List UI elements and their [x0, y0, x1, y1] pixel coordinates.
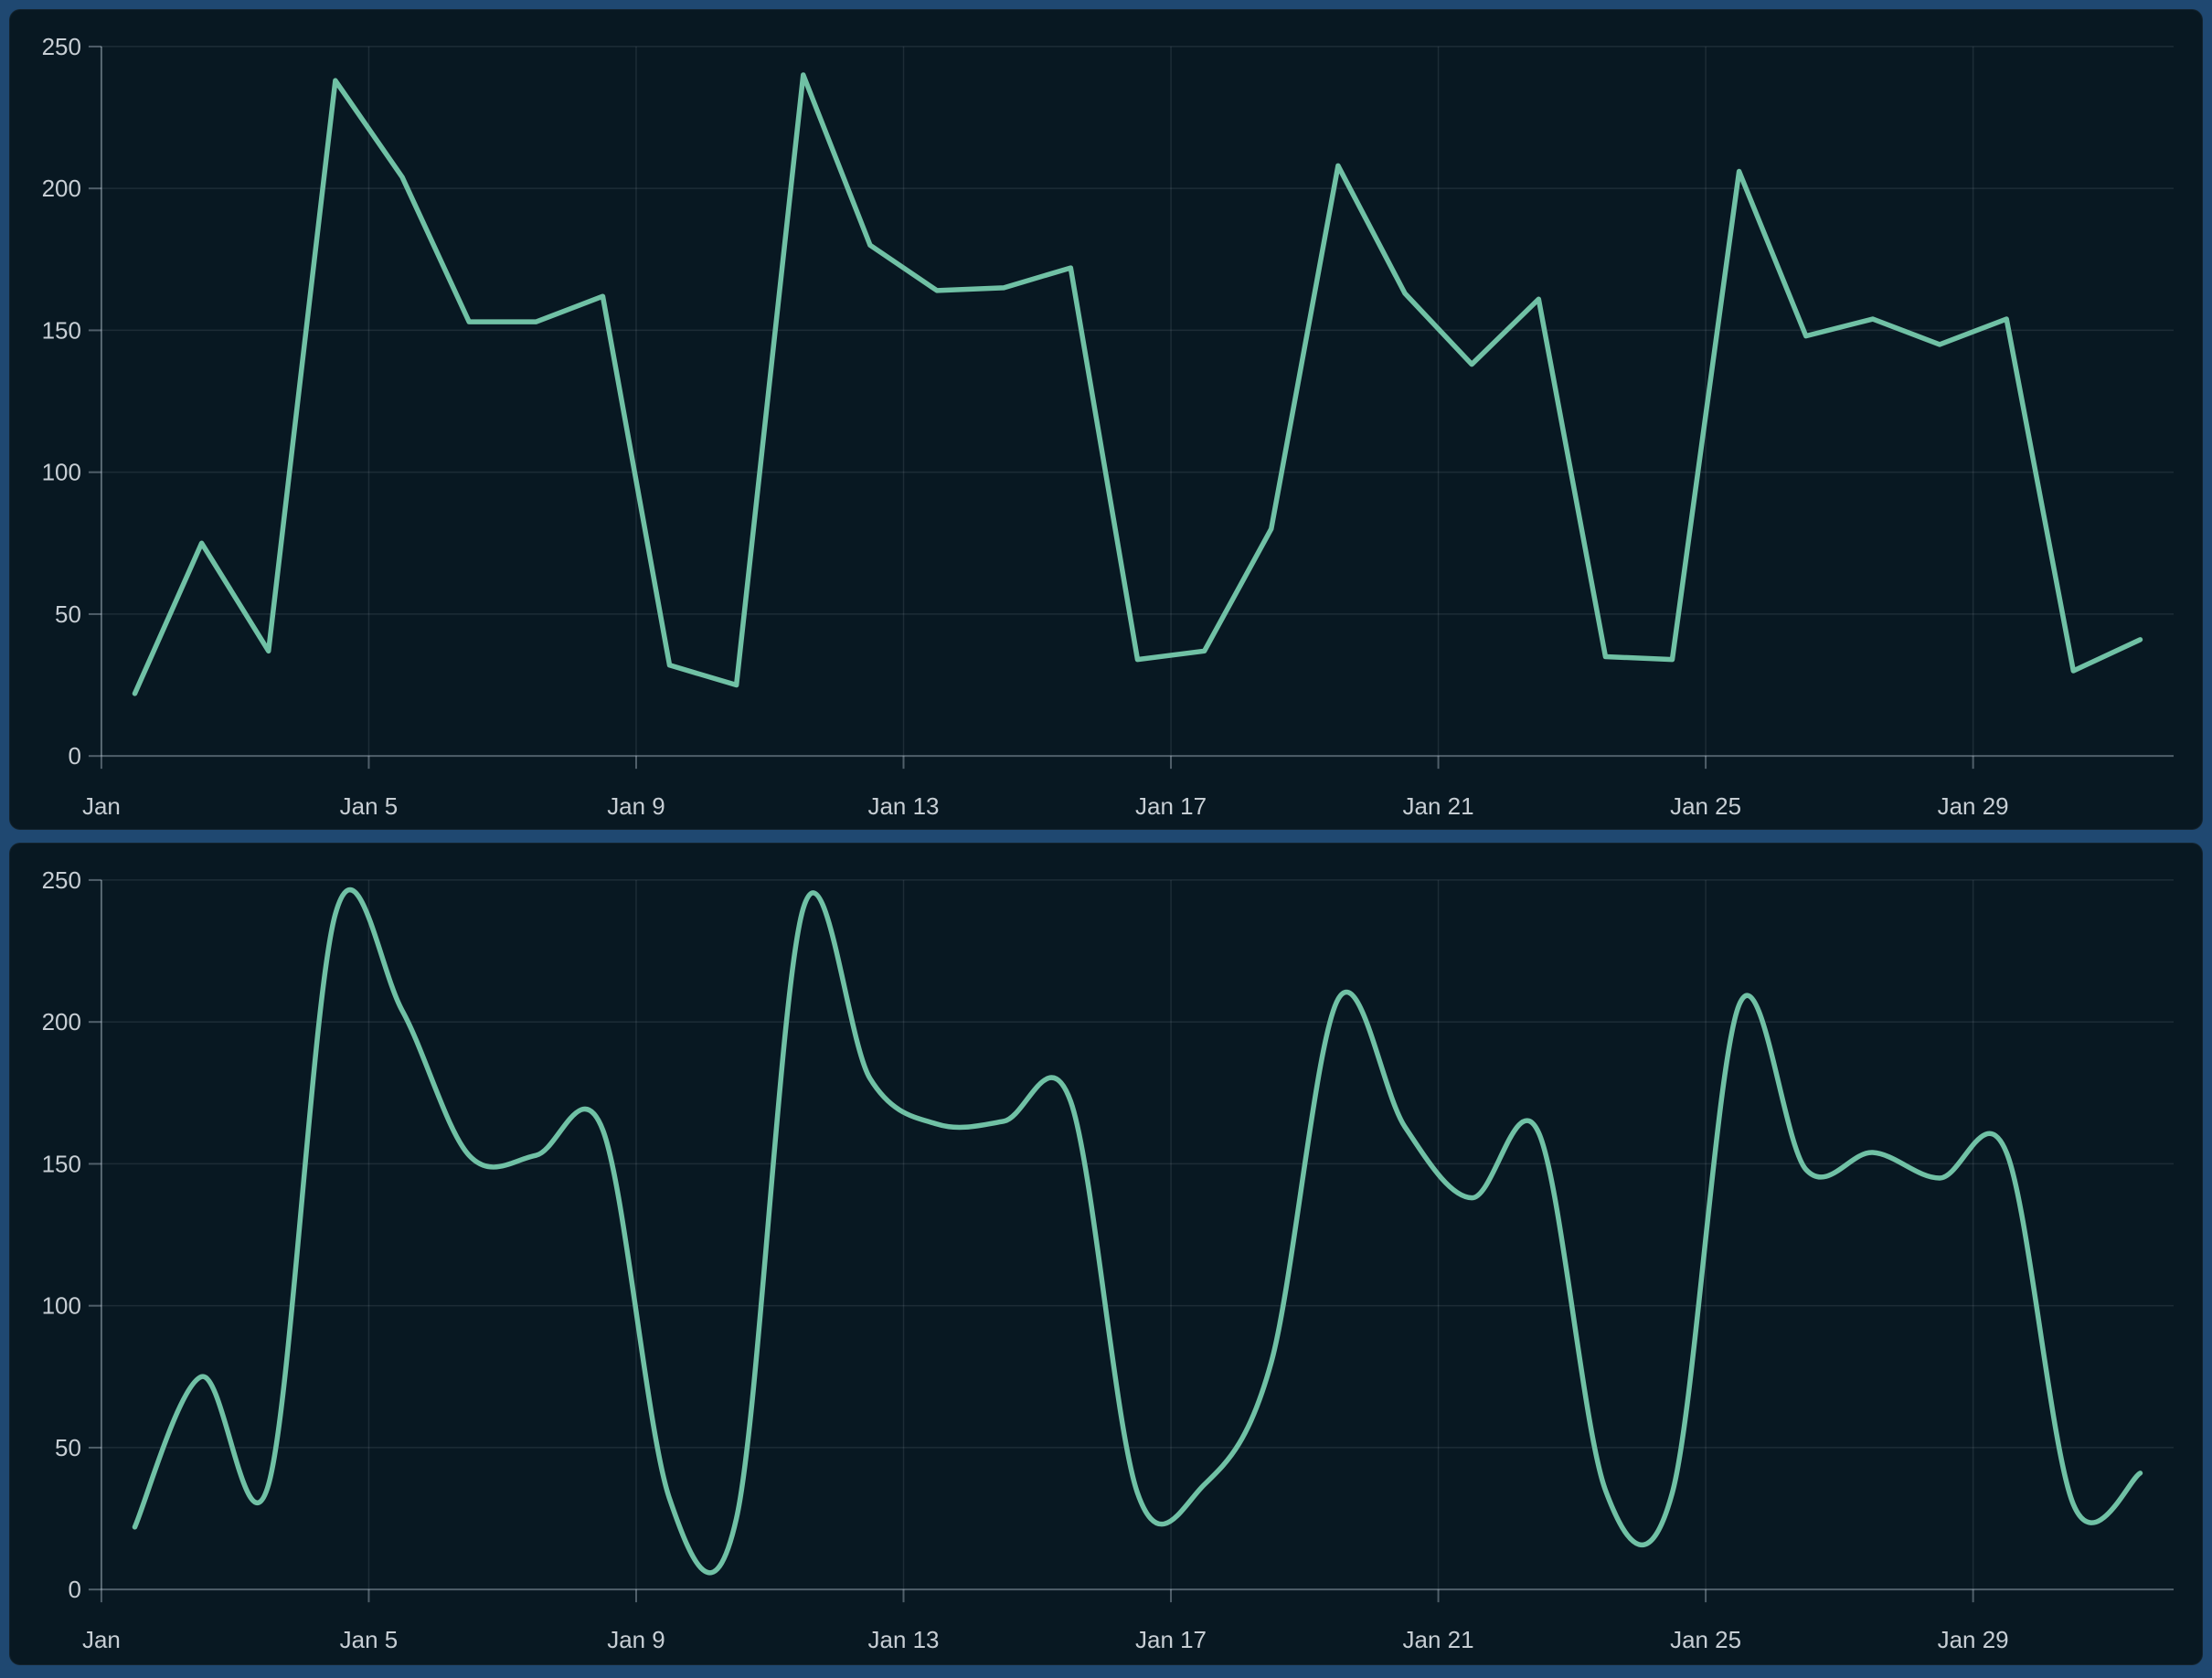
x-tick-label: Jan 17 — [1135, 792, 1207, 820]
series-line[interactable] — [132, 887, 2143, 1576]
x-tick-label: Jan 9 — [607, 1626, 665, 1653]
y-tick-label: 0 — [68, 1576, 80, 1603]
line-chart-raw: 0 50 100 150 200 250 Jan Jan 5 Jan 9 Jan 13 Jan 17… — [42, 33, 2175, 820]
x-tick-label: Jan 25 — [1670, 792, 1741, 820]
x-tick-label: Jan 21 — [1403, 1626, 1474, 1653]
line-chart-smooth: 0 50 100 150 200 250 Jan Jan 5 Jan 9 Jan 13 Jan 17… — [42, 866, 2175, 1653]
chart-panel-raw: 0 50 100 150 200 250 Jan Jan 5 Jan 9 Jan 13 Jan 17… — [9, 9, 2203, 830]
series-line[interactable] — [132, 72, 2143, 696]
x-tick-label: Jan 25 — [1670, 1626, 1741, 1653]
x-tick-label: Jan 13 — [868, 1626, 940, 1653]
x-tick-label: Jan 29 — [1938, 792, 2009, 820]
y-tick-label: 100 — [42, 1292, 81, 1320]
x-tick-label: Jan 21 — [1403, 792, 1474, 820]
y-tick-label: 50 — [55, 1434, 81, 1461]
y-tick-label: 150 — [42, 1150, 81, 1177]
x-tick-label: Jan 9 — [607, 792, 665, 820]
y-tick-label: 0 — [68, 742, 80, 770]
y-tick-label: 100 — [42, 459, 81, 486]
x-tick-label: Jan — [82, 792, 121, 820]
x-tick-label: Jan 5 — [340, 792, 399, 820]
y-tick-label: 150 — [42, 316, 81, 344]
x-tick-label: Jan 13 — [868, 792, 940, 820]
chart-panel-smooth: 0 50 100 150 200 250 Jan Jan 5 Jan 9 Jan 13 Jan 17… — [9, 843, 2203, 1665]
x-tick-label: Jan 17 — [1135, 1626, 1207, 1653]
x-tick-label: Jan 5 — [340, 1626, 399, 1653]
y-tick-label: 200 — [42, 175, 81, 202]
y-tick-label: 200 — [42, 1008, 81, 1035]
y-tick-label: 250 — [42, 33, 81, 60]
x-tick-label: Jan 29 — [1938, 1626, 2009, 1653]
x-tick-label: Jan — [82, 1626, 121, 1653]
y-tick-label: 250 — [42, 866, 81, 894]
y-tick-label: 50 — [55, 600, 81, 628]
